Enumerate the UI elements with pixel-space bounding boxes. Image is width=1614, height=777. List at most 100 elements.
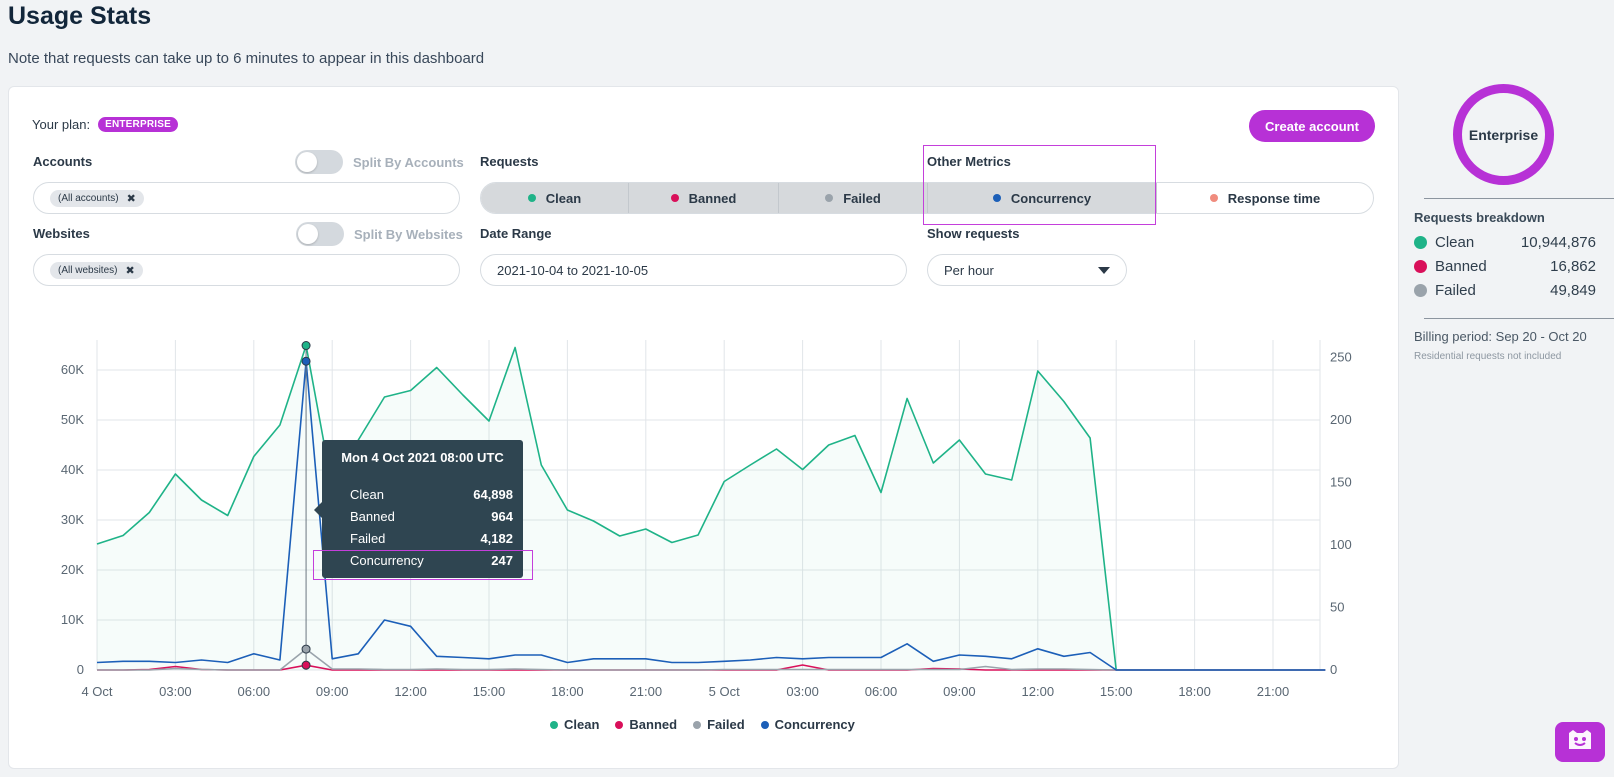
plan-label: Your plan:	[32, 117, 91, 132]
y-right-tick-label: 150	[1330, 475, 1352, 490]
breakdown-value: 10,944,876	[1520, 234, 1596, 251]
plan-ring: Enterprise	[1453, 84, 1554, 185]
failed-marker	[301, 644, 311, 654]
x-tick-label: 15:00	[1100, 684, 1133, 699]
failed-dot-icon	[1414, 284, 1427, 297]
chart-tooltip: Mon 4 Oct 2021 08:00 UTC Clean 64,898 Ba…	[314, 440, 523, 578]
segment-concurrency[interactable]: Concurrency	[928, 183, 1157, 213]
plan-ring-label: Enterprise	[1468, 126, 1539, 143]
split-accounts-toggle-wrap[interactable]: Split By Accounts	[295, 150, 464, 174]
x-tick-label: 4 Oct	[81, 684, 112, 699]
websites-select[interactable]: (All websites) ✖	[33, 254, 460, 286]
chat-widget-button[interactable]	[1555, 722, 1605, 762]
clean-dot-icon	[550, 720, 558, 729]
tooltip-row-banned: Banned 964	[350, 509, 513, 524]
date-range-input[interactable]: 2021-10-04 to 2021-10-05	[480, 254, 907, 286]
split-websites-toggle[interactable]	[296, 222, 344, 246]
tooltip-row-clean: Clean 64,898	[350, 487, 513, 502]
tooltip-label: Clean	[350, 487, 384, 502]
y-left-tick-label: 20K	[61, 562, 84, 577]
banned-dot-icon	[670, 194, 679, 202]
x-tick-label: 03:00	[159, 684, 192, 699]
y-right-tick-label: 250	[1330, 350, 1352, 365]
split-accounts-label: Split By Accounts	[353, 154, 464, 170]
breakdown-row-failed: Failed 49,849	[1414, 282, 1596, 299]
segment-label: Failed	[843, 190, 881, 206]
accounts-select[interactable]: (All accounts) ✖	[33, 182, 460, 214]
concurrency-line	[96, 360, 1326, 671]
split-websites-label: Split By Websites	[354, 226, 463, 242]
breakdown-label: Banned	[1435, 258, 1487, 275]
tooltip-label: Concurrency	[350, 553, 424, 568]
remove-chip-icon[interactable]: ✖	[125, 264, 135, 277]
divider	[1424, 318, 1614, 319]
websites-chip[interactable]: (All websites) ✖	[50, 261, 143, 279]
x-tick-label: 06:00	[865, 684, 898, 699]
concurrency-marker	[301, 356, 311, 366]
breakdown-row-banned: Banned 16,862	[1414, 258, 1596, 275]
chat-face-icon	[1569, 730, 1591, 749]
billing-period: Billing period: Sep 20 - Oct 20	[1414, 329, 1587, 344]
y-right-tick-label: 0	[1330, 662, 1337, 677]
clean-marker	[301, 341, 311, 351]
websites-chip-label: (All websites)	[58, 264, 118, 276]
concurrency-dot-icon	[992, 194, 1001, 202]
clean-dot-icon	[527, 194, 536, 202]
segment-clean[interactable]: Clean	[481, 183, 629, 213]
clean-area	[97, 345, 1326, 670]
banned-marker	[301, 660, 311, 670]
tooltip-row-failed: Failed 4,182	[350, 531, 513, 546]
accounts-chip[interactable]: (All accounts) ✖	[50, 189, 144, 207]
other-metrics-label: Other Metrics	[927, 154, 1011, 169]
breakdown-label: Failed	[1435, 282, 1476, 299]
breakdown-value: 49,849	[1550, 282, 1596, 299]
x-tick-label: 18:00	[551, 684, 584, 699]
tooltip-value: 247	[491, 553, 513, 568]
y-left-tick-label: 10K	[61, 612, 84, 627]
legend-item-failed[interactable]: Failed	[693, 717, 745, 732]
sidebar: Enterprise Requests breakdown Clean 10,9…	[1412, 0, 1614, 777]
date-range-label: Date Range	[480, 226, 552, 241]
failed-dot-icon	[825, 194, 834, 202]
y-left-tick-label: 0	[77, 662, 84, 677]
failed-dot-icon	[693, 720, 702, 729]
plan-row: Your plan: ENTERPRISE	[32, 117, 178, 132]
legend-label: Banned	[629, 717, 678, 732]
accounts-chip-label: (All accounts)	[58, 192, 119, 204]
y-left-tick-label: 30K	[61, 512, 84, 527]
legend-item-banned[interactable]: Banned	[615, 717, 677, 732]
breakdown-label: Clean	[1435, 234, 1475, 251]
x-tick-label: 12:00	[394, 684, 427, 699]
segment-failed[interactable]: Failed	[779, 183, 928, 213]
chart-legend: Clean Banned Failed Concurrency	[550, 717, 855, 732]
x-tick-label: 21:00	[1257, 684, 1290, 699]
y-right-tick-label: 200	[1330, 412, 1352, 427]
legend-item-concurrency[interactable]: Concurrency	[760, 717, 855, 732]
chevron-down-icon	[1098, 266, 1110, 274]
segment-response-time[interactable]: Response time	[1157, 183, 1373, 213]
remove-chip-icon[interactable]: ✖	[126, 192, 136, 205]
tooltip-value: 64,898	[473, 487, 513, 502]
x-tick-label: 21:00	[630, 684, 663, 699]
y-right-tick-label: 100	[1330, 537, 1352, 552]
tooltip-label: Failed	[350, 531, 386, 546]
x-tick-label: 06:00	[238, 684, 271, 699]
legend-item-clean[interactable]: Clean	[550, 717, 599, 732]
show-requests-select[interactable]: Per hour	[927, 254, 1127, 286]
show-requests-value: Per hour	[944, 262, 994, 278]
divider	[1424, 198, 1614, 199]
split-accounts-toggle[interactable]	[295, 150, 343, 174]
split-websites-toggle-wrap[interactable]: Split By Websites	[296, 222, 463, 246]
breakdown-value: 16,862	[1550, 258, 1596, 275]
create-account-button[interactable]: Create account	[1249, 110, 1375, 142]
legend-label: Concurrency	[774, 717, 855, 732]
banned-dot-icon	[615, 720, 624, 729]
usage-chart: 0 10K 20K 30K 40K 50K 60K 0 50 100 150 200 250 4 Oct 0…	[61, 340, 1352, 699]
show-requests-label: Show requests	[927, 226, 1020, 241]
segment-label: Concurrency	[1010, 190, 1092, 206]
legend-label: Failed	[707, 717, 745, 732]
y-left-tick-label: 40K	[61, 462, 84, 477]
y-left-tick-label: 60K	[61, 362, 84, 377]
segment-banned[interactable]: Banned	[629, 183, 779, 213]
legend-label: Clean	[564, 717, 600, 732]
